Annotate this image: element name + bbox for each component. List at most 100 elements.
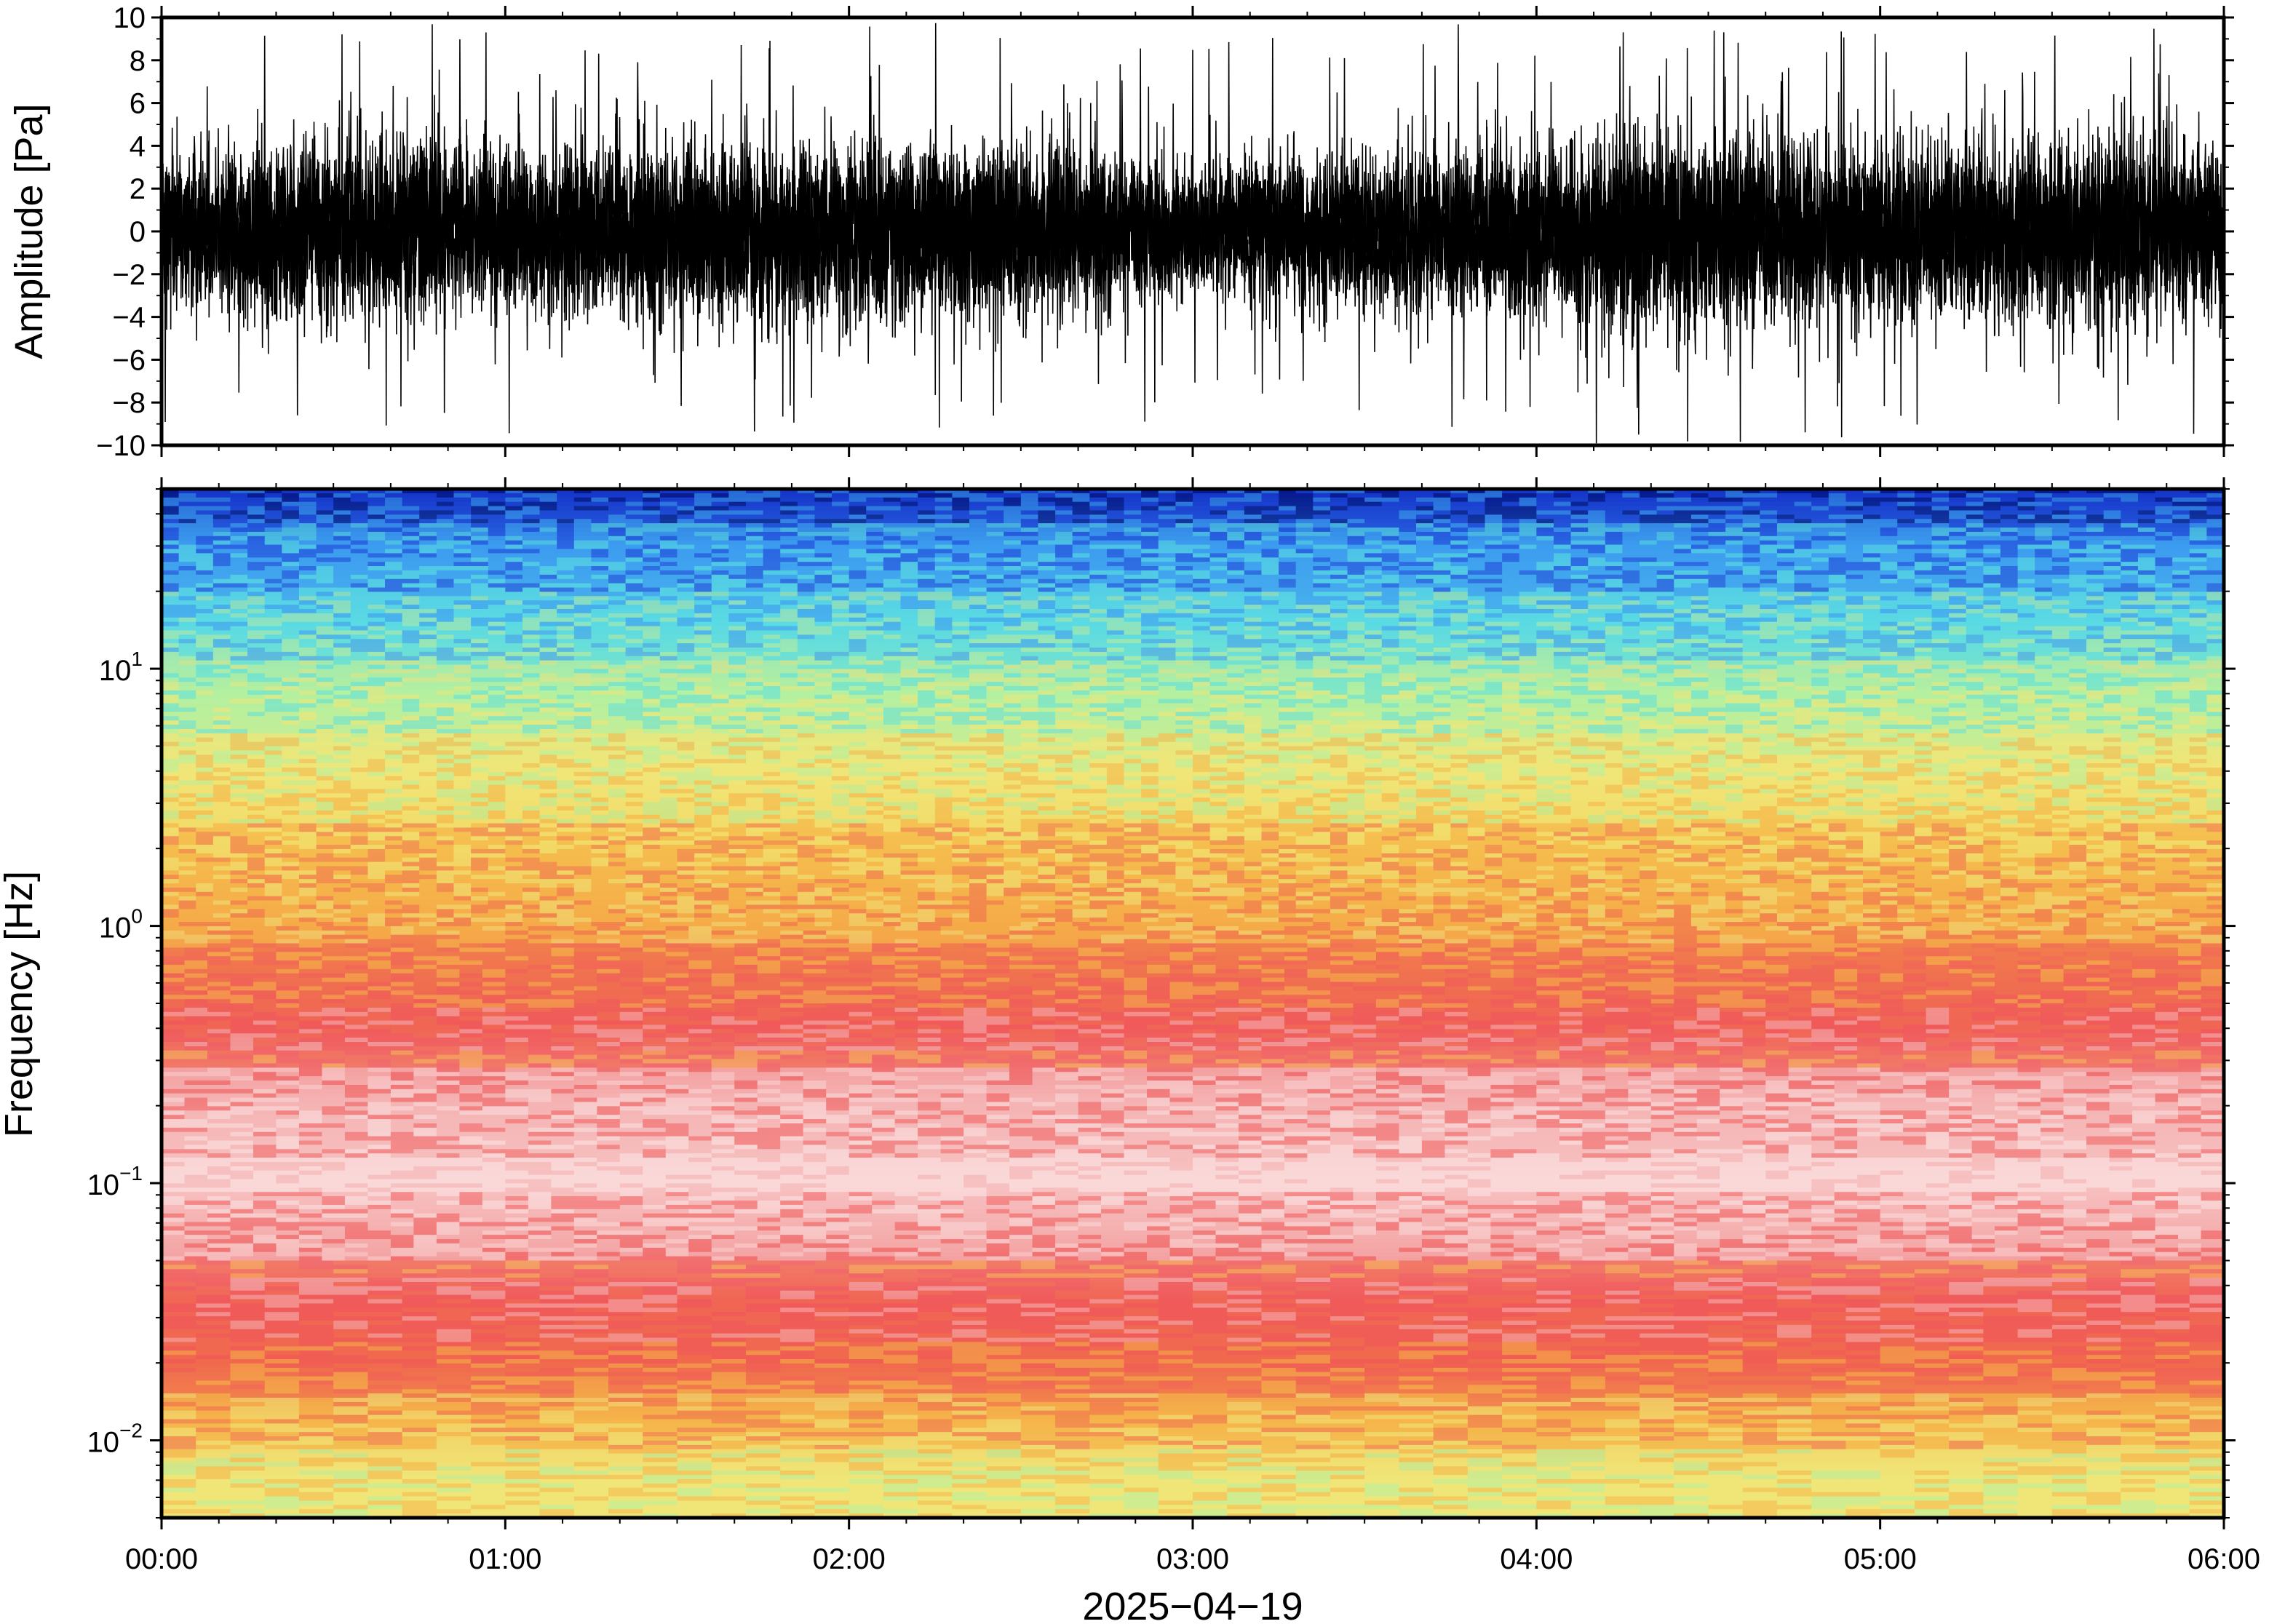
spectrogram-cell <box>728 608 747 614</box>
spectrogram-cell <box>1949 566 1967 571</box>
spectrogram-cell <box>745 647 764 653</box>
spectrogram-cell <box>298 608 317 614</box>
spectrogram-cell <box>2086 489 2105 494</box>
spectrogram-cell <box>196 531 214 537</box>
spectrogram-cell <box>557 660 575 666</box>
spectrogram-cell <box>986 519 1005 524</box>
spectrogram-cell <box>522 557 541 562</box>
spectrogram-cell <box>573 574 592 580</box>
spectrogram-cell <box>969 643 988 648</box>
spectrogram-cell <box>2155 634 2173 640</box>
spectrogram-cell <box>1209 493 1228 498</box>
spectrogram-cell <box>419 544 437 550</box>
spectrogram-cell <box>1038 549 1056 554</box>
spectrogram-cell <box>643 578 661 584</box>
spectrogram-cell <box>694 528 712 533</box>
spectrogram-cell <box>625 626 644 632</box>
spectrogram-cell <box>333 613 351 618</box>
spectrogram-cell <box>866 574 884 580</box>
spectrogram-cell <box>1931 519 1950 524</box>
spectrogram-cell <box>934 514 953 520</box>
spectrogram-cell <box>419 639 437 644</box>
spectrogram-cell <box>1106 540 1125 546</box>
spectrogram-cell <box>1295 639 1314 644</box>
spectrogram-cell <box>728 583 747 589</box>
spectrogram-cell <box>522 630 541 636</box>
spectrogram-cell <box>350 587 369 593</box>
spectrogram-cell <box>745 540 764 546</box>
spectrogram-cell <box>1279 562 1297 567</box>
spectrogram-cell <box>1313 651 1331 657</box>
spectrogram-cell <box>608 578 627 584</box>
spectrogram-cell <box>677 630 695 636</box>
spectrogram-cell <box>2206 574 2224 580</box>
spectrogram-cell <box>1794 510 1812 516</box>
spectrogram-cell <box>659 592 678 597</box>
spectrogram-cell <box>1072 570 1091 576</box>
spectrogram-cell <box>264 536 283 541</box>
spectrogram-cell <box>763 501 781 507</box>
spectrogram-cell <box>1828 562 1847 567</box>
spectrogram-cell <box>453 557 472 562</box>
spectrogram-cell <box>471 501 489 507</box>
spectrogram-cell <box>1622 634 1640 640</box>
spectrogram-cell <box>1570 523 1589 528</box>
spectrogram-cell <box>1845 562 1864 567</box>
spectrogram-cell <box>1931 528 1950 533</box>
spectrogram-cell <box>1004 531 1022 537</box>
spectrogram-cell <box>728 566 747 571</box>
spectrogram-cell <box>969 523 988 528</box>
spectrogram-cell <box>1949 587 1967 593</box>
spectrogram-cell <box>832 557 850 562</box>
spectrogram-cell <box>1072 643 1091 648</box>
spectrogram-cell <box>625 544 644 550</box>
spectrogram-cell <box>763 639 781 644</box>
spectrogram-cell <box>986 651 1005 657</box>
spectrogram-cell <box>1106 621 1125 627</box>
spectrogram-cell <box>2172 639 2190 644</box>
spectrogram-cell <box>2051 656 2070 661</box>
spectrogram-cell <box>1106 630 1125 636</box>
spectrogram-cell <box>1433 540 1452 546</box>
spectrogram-cell <box>1949 489 1967 494</box>
spectrogram-cell <box>1141 617 1159 623</box>
spectrogram-cell <box>1089 621 1108 627</box>
spectrogram-cell <box>1502 510 1520 516</box>
spectrogram-cell <box>1485 519 1503 524</box>
spectrogram-cell <box>539 514 557 520</box>
spectrogram-cell <box>333 506 351 512</box>
spectrogram-cell <box>1381 634 1400 640</box>
spectrogram-cell <box>2206 536 2224 541</box>
spectrogram-cell <box>643 613 661 618</box>
spectrogram-cell <box>1295 531 1314 537</box>
spectrogram-cell <box>711 634 730 640</box>
spectrogram-cell <box>1845 656 1864 661</box>
spectrogram-cell <box>522 562 541 567</box>
spectrogram-cell <box>1004 578 1022 584</box>
spectrogram-cell <box>659 630 678 636</box>
spectrogram-cell <box>1038 596 1056 601</box>
spectrogram-cell <box>849 493 867 498</box>
spectrogram-cell <box>505 634 523 640</box>
spectrogram-cell <box>659 643 678 648</box>
spectrogram-cell <box>1983 617 2001 623</box>
spectrogram-cell <box>1450 592 1469 597</box>
spectrogram-cell <box>1330 608 1348 614</box>
spectrogram-cell <box>230 626 248 632</box>
spectrogram-cell <box>2017 531 2036 537</box>
spectrogram-cell <box>797 647 816 653</box>
spectrogram-cell <box>883 540 902 546</box>
spectrogram-cell <box>1588 596 1606 601</box>
spectrogram-cell <box>1828 587 1847 593</box>
spectrogram-cell <box>1004 566 1022 571</box>
spectrogram-cell <box>316 523 334 528</box>
spectrogram-cell <box>1261 562 1279 567</box>
spectrogram-cell <box>1313 626 1331 632</box>
spectrogram-cell <box>918 634 936 640</box>
spectrogram-cell <box>1055 613 1073 618</box>
spectrogram-cell <box>1158 660 1177 666</box>
spectrogram-cell <box>659 506 678 512</box>
spectrogram-cell <box>2121 608 2139 614</box>
spectrogram-cell <box>1502 531 1520 537</box>
spectrogram-cell <box>934 626 953 632</box>
